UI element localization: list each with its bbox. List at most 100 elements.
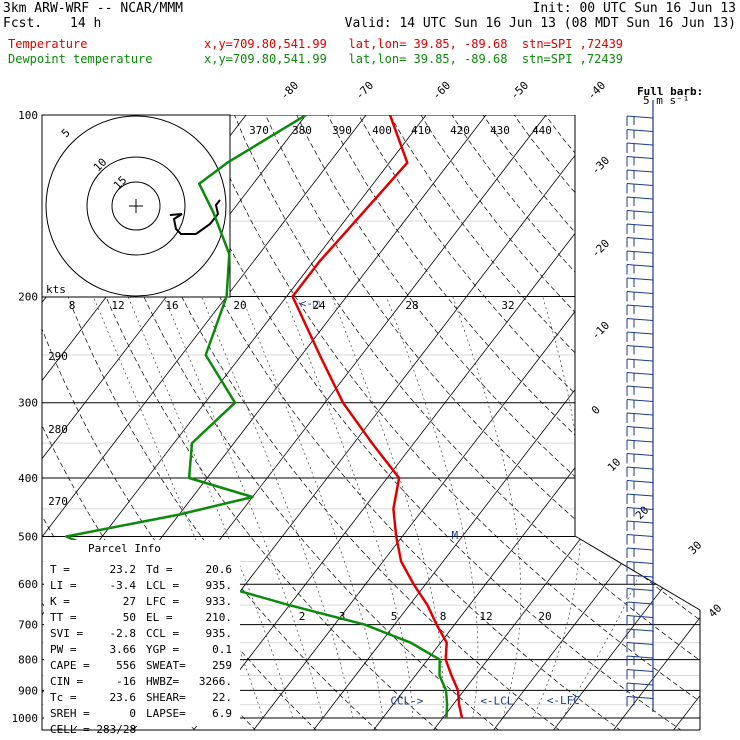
dry-adiabat [162,115,683,730]
parcel-field-value: -3.4 [110,579,137,592]
pressure-label: 900 [18,684,38,697]
wind-barb [626,156,654,159]
dry-adiabat [192,115,700,730]
wind-barb [626,385,654,389]
wind-barb [626,291,654,294]
isotherm-label: -50 [508,79,531,102]
wind-barb [626,142,654,146]
wind-barb [626,561,654,564]
parcel-field-label: EL = [146,611,173,624]
pressure-label: 600 [18,578,38,591]
theta-label: 430 [490,124,510,137]
moist-adiabat [331,296,444,719]
pressure-label: 300 [18,397,38,410]
theta-label: 270 [48,495,68,508]
hodograph-ring [45,115,227,297]
wind-barb [626,264,654,267]
sounding-marker: M [451,529,458,542]
wind-barb [626,250,654,254]
isotherm-label: 20 [633,504,652,523]
parcel-field-value: 23.2 [110,563,137,576]
parcel-field-value: 933. [206,595,233,608]
dry-adiabat [42,115,439,730]
wind-barb [626,345,654,348]
hodograph-ring [86,156,186,256]
parcel-field-value: 50 [123,611,136,624]
isotherm-line [42,115,328,730]
forecast-label: Fcst. [3,16,43,31]
wind-barb [626,682,654,686]
parcel-field-label: LFC = [146,595,179,608]
wind-barb [626,115,654,119]
parcel-info-panel [44,540,240,726]
sounding-marker: CCL-> [390,694,423,707]
wind-barb [626,655,654,659]
parcel-field-value: 3266. [199,675,232,688]
parcel-field-label: HWBZ= [146,675,179,688]
isotherm-line [192,115,688,730]
wind-barb [626,453,654,456]
wind-barb [626,129,654,132]
parcel-field-value: 23.6 [110,691,137,704]
moist-adiabat [163,296,324,719]
parcel-field-value: 20.6 [206,563,233,576]
wind-barb [626,439,654,443]
forecast-hour: 14 h [70,16,102,31]
parcel-field-label: YGP = [146,643,179,656]
pressure-label: 800 [18,654,38,667]
parcel-field-value: 27 [123,595,136,608]
init-time: Init: 00 UTC Sun 16 Jun 13 [532,1,737,16]
parcel-field-label: LI = [50,579,77,592]
wind-barb [626,426,654,429]
wind-barb [626,210,654,213]
parcel-field-label: CIN = [50,675,83,688]
isotherm-line [492,115,700,730]
moist-adiabat [532,296,582,719]
moist-adiabat [241,296,384,719]
dry-adiabat [584,115,700,730]
mixing-ratio-label: 3 [339,610,346,623]
plot-frame [41,115,700,731]
parcel-field-label: SHEAR= [146,691,186,704]
mixing-ratio-label: 2 [299,610,306,623]
moist-adiabat [284,296,414,719]
parcel-field-value: 6.9 [212,707,232,720]
dry-adiabat [493,115,700,730]
theta-label: 370 [249,124,269,137]
wind-barb [626,223,654,227]
pressure-label: 400 [18,472,38,485]
parcel-field-value: 935. [206,579,233,592]
theta-label: 410 [411,124,431,137]
wind-barb [626,574,654,578]
plot-frame-skew-edge [574,535,701,611]
full-barb-label: Full barb: [637,85,703,98]
mixing-ratio-label: 16 [165,299,178,312]
wind-barb [626,534,654,537]
mixing-ratio-label: 24 [312,299,326,312]
wind-barb [626,696,654,699]
parcel-field-value: 259 [212,659,232,672]
mixing-ratio-label: 8 [69,299,76,312]
wind-barb [626,669,654,672]
isotherm-label: -70 [353,79,376,102]
theta-label: 290 [48,350,68,363]
parcel-cell: CELL = 283/28 [50,723,136,736]
parcel-field-label: SREH = [50,707,90,720]
isotherm-line [672,115,700,730]
theta-label: 280 [48,423,68,436]
isotherm-label: -40 [585,79,608,102]
wind-barb [626,304,654,308]
dry-adiabat [403,115,700,730]
mixing-ratio-label: 32 [501,299,514,312]
dry-adiabat [373,115,700,730]
isotherm-line [42,115,388,730]
isotherm-line [552,115,700,730]
sounding-marker: <-LFC [547,694,580,707]
parcel-field-label: CAPE = [50,659,90,672]
pressure-label: 200 [18,291,38,304]
wind-barb [626,507,654,510]
temperature-legend: Temperature [8,37,88,51]
isotherm-label: -10 [589,319,612,342]
wind-barb [626,331,654,335]
dry-adiabat [222,115,700,730]
